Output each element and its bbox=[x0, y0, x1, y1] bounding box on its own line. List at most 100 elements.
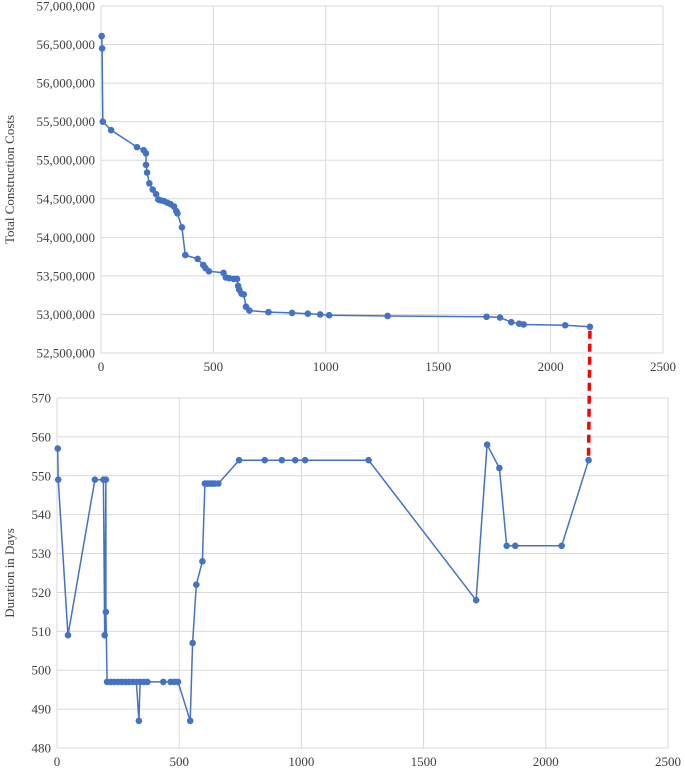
duration-y-tick-label: 530 bbox=[32, 546, 52, 561]
cost-data-point bbox=[205, 267, 213, 275]
duration-data-point bbox=[144, 678, 151, 686]
cost-data-point bbox=[265, 308, 272, 316]
cost-data-point bbox=[325, 311, 333, 319]
duration-data-point bbox=[585, 456, 592, 464]
duration-x-tick-label: 1000 bbox=[288, 754, 314, 769]
cost-x-tick-label: 500 bbox=[204, 359, 224, 374]
cost-y-tick-label: 56,000,000 bbox=[37, 76, 96, 91]
duration-data-point bbox=[511, 542, 519, 550]
cost-data-point bbox=[143, 169, 151, 176]
cost-y-tick-label: 54,000,000 bbox=[37, 230, 96, 245]
duration-x-tick-label: 1500 bbox=[411, 754, 437, 769]
cost-data-point bbox=[483, 313, 490, 321]
duration-y-tick-label: 560 bbox=[32, 429, 52, 444]
cost-y-tick-label: 53,000,000 bbox=[37, 307, 96, 322]
cost-data-point bbox=[288, 309, 296, 317]
cost-data-point bbox=[99, 118, 107, 125]
cost-data-point bbox=[316, 311, 324, 318]
red-dashed-connector bbox=[586, 330, 592, 457]
duration-data-point bbox=[101, 631, 108, 639]
duration-y-tick-label: 510 bbox=[32, 624, 52, 639]
duration-data-point bbox=[472, 596, 480, 604]
cost-data-point bbox=[384, 312, 391, 320]
cost-data-point bbox=[304, 310, 312, 317]
cost-data-point bbox=[142, 161, 150, 169]
cost-data-point bbox=[98, 32, 105, 40]
duration-x-tick-label: 500 bbox=[169, 754, 189, 769]
cost-y-tick-label: 54,500,000 bbox=[37, 191, 96, 206]
cost-data-point bbox=[561, 321, 569, 329]
duration-data-point bbox=[199, 558, 206, 565]
cost-data-point bbox=[182, 251, 189, 259]
cost-y-tick-label: 53,500,000 bbox=[37, 268, 96, 283]
cost-data-point bbox=[133, 143, 141, 151]
cost-data-point bbox=[507, 318, 515, 326]
duration-data-point bbox=[174, 678, 182, 686]
cost-data-point bbox=[146, 180, 153, 187]
cost-x-tick-label: 0 bbox=[98, 359, 105, 374]
cost-data-point bbox=[194, 255, 201, 263]
cost-data-point bbox=[178, 224, 186, 231]
duration-data-point bbox=[91, 476, 99, 483]
duration-data-point bbox=[503, 542, 510, 550]
cost-data-point bbox=[246, 307, 253, 314]
duration-y-tick-label: 520 bbox=[32, 585, 52, 600]
duration-data-point bbox=[261, 456, 269, 464]
duration-data-point bbox=[102, 476, 110, 483]
cost-y-tick-label: 55,500,000 bbox=[37, 114, 96, 129]
cost-x-tick-label: 2000 bbox=[538, 359, 564, 374]
cost-data-point bbox=[586, 323, 594, 331]
cost-data-point bbox=[107, 126, 115, 134]
cost-data-point bbox=[520, 321, 527, 328]
duration-data-point bbox=[483, 441, 491, 448]
cost-data-point bbox=[240, 291, 248, 298]
cost-chart: Total Construction Costs 52,500,000 53,00… bbox=[2, 0, 676, 374]
duration-data-point bbox=[365, 456, 372, 464]
cost-y-tick-label: 55,000,000 bbox=[37, 153, 96, 168]
cost-series-line bbox=[100, 36, 590, 328]
duration-data-point bbox=[301, 456, 309, 464]
cost-data-point bbox=[142, 149, 150, 157]
cost-data-point bbox=[174, 210, 181, 217]
duration-data-point bbox=[102, 608, 110, 616]
duration-x-tick-label: 0 bbox=[54, 754, 61, 769]
duration-data-point bbox=[496, 464, 503, 472]
duration-data-point bbox=[64, 631, 72, 639]
duration-data-point bbox=[186, 717, 194, 725]
cost-data-point bbox=[233, 275, 241, 283]
duration-data-point bbox=[135, 717, 143, 725]
duration-y-tick-label: 480 bbox=[32, 741, 52, 756]
cost-y-tick-label: 57,000,000 bbox=[37, 0, 96, 14]
cost-y-tick-label: 52,500,000 bbox=[37, 346, 96, 361]
duration-chart: Duration in Days 480 490 500 510 520 530 540 55… bbox=[2, 391, 681, 770]
cost-data-point bbox=[98, 45, 106, 52]
duration-data-point bbox=[160, 678, 167, 686]
cost-data-point bbox=[149, 186, 157, 193]
duration-data-point bbox=[193, 581, 200, 588]
duration-x-tick-label: 2500 bbox=[655, 754, 681, 769]
duration-data-point bbox=[54, 445, 62, 452]
cost-x-tick-label: 1500 bbox=[425, 359, 451, 374]
duration-y-tick-label: 500 bbox=[32, 663, 52, 678]
duration-data-point bbox=[291, 456, 299, 464]
duration-y-tick-label: 540 bbox=[32, 507, 52, 522]
cost-x-tick-label: 2500 bbox=[650, 359, 676, 374]
duration-data-point bbox=[278, 456, 286, 464]
duration-x-tick-label: 2000 bbox=[533, 754, 559, 769]
connector-layer bbox=[586, 330, 592, 457]
duration-data-point bbox=[189, 639, 196, 647]
duration-data-point bbox=[235, 456, 243, 464]
duration-y-tick-label: 550 bbox=[32, 468, 52, 483]
cost-data-point bbox=[152, 190, 160, 198]
duration-data-point bbox=[215, 480, 222, 487]
cost-y-axis-title: Total Construction Costs bbox=[2, 115, 17, 244]
duration-y-tick-label: 570 bbox=[32, 391, 52, 406]
cost-data-point bbox=[496, 314, 504, 321]
cost-y-tick-label: 56,500,000 bbox=[37, 37, 96, 52]
duration-y-axis-title: Duration in Days bbox=[2, 528, 17, 618]
cost-x-tick-label: 1000 bbox=[313, 359, 339, 374]
duration-y-tick-label: 490 bbox=[32, 702, 52, 717]
duration-data-point bbox=[558, 542, 565, 550]
duration-data-point bbox=[54, 476, 62, 483]
